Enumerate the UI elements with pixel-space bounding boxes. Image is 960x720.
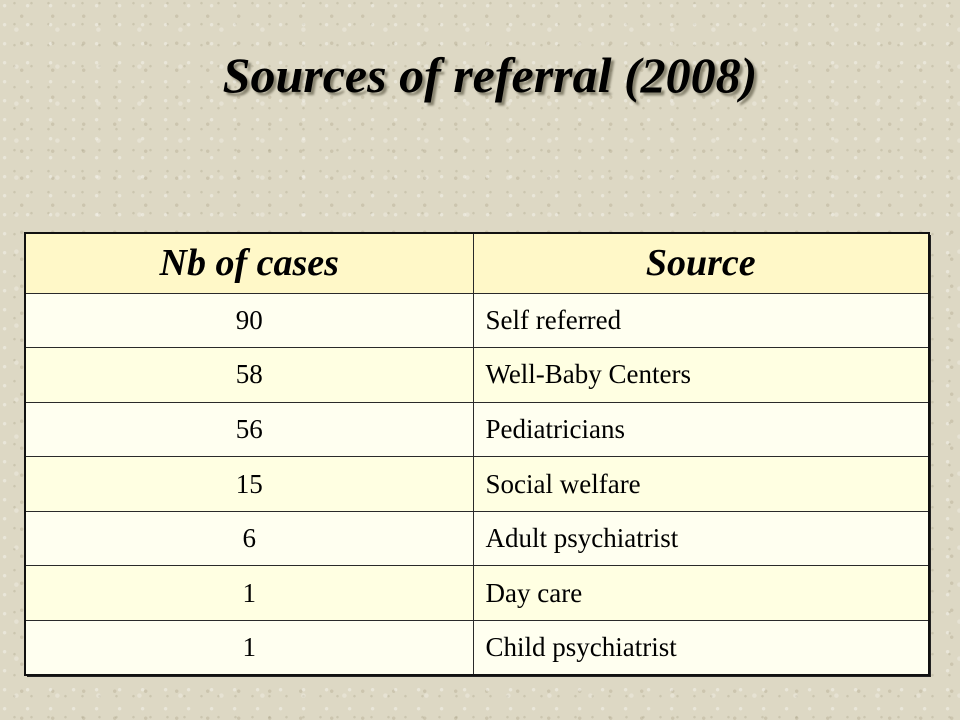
cases-cell: 58 (24, 347, 474, 403)
source-cell: Self referred (472, 292, 930, 349)
cases-cell: 1 (24, 565, 474, 622)
table-row: 90 Self referred (24, 292, 930, 349)
table-row: 1 Child psychiatrist (24, 620, 930, 676)
table-row: 58 Well-Baby Centers (24, 347, 930, 403)
table-row: 56 Pediatricians (24, 401, 930, 458)
source-cell: Adult psychiatrist (472, 510, 930, 567)
source-cell: Day care (472, 565, 930, 622)
slide-title: Sources of referral (2008) (222, 47, 758, 103)
source-cell: Social welfare (472, 456, 930, 512)
source-cell: Pediatricians (472, 401, 930, 458)
cases-cell: 6 (24, 510, 474, 567)
table-row: 15 Social welfare (24, 456, 930, 512)
cases-cell: 15 (24, 456, 474, 512)
cases-cell: 1 (24, 620, 474, 676)
source-cell: Well-Baby Centers (472, 347, 930, 403)
referral-table-container: Nb of cases Source 90 Self referred 58 W… (24, 232, 930, 677)
header-cases: Nb of cases (24, 232, 474, 294)
referral-table: Nb of cases Source 90 Self referred 58 W… (24, 232, 930, 677)
cases-cell: 90 (24, 292, 474, 349)
table-row: 1 Day care (24, 565, 930, 622)
source-cell: Child psychiatrist (472, 620, 930, 676)
cases-cell: 56 (24, 401, 474, 458)
table-header-row: Nb of cases Source (24, 232, 930, 294)
header-source: Source (472, 232, 930, 294)
table-row: 6 Adult psychiatrist (24, 510, 930, 567)
